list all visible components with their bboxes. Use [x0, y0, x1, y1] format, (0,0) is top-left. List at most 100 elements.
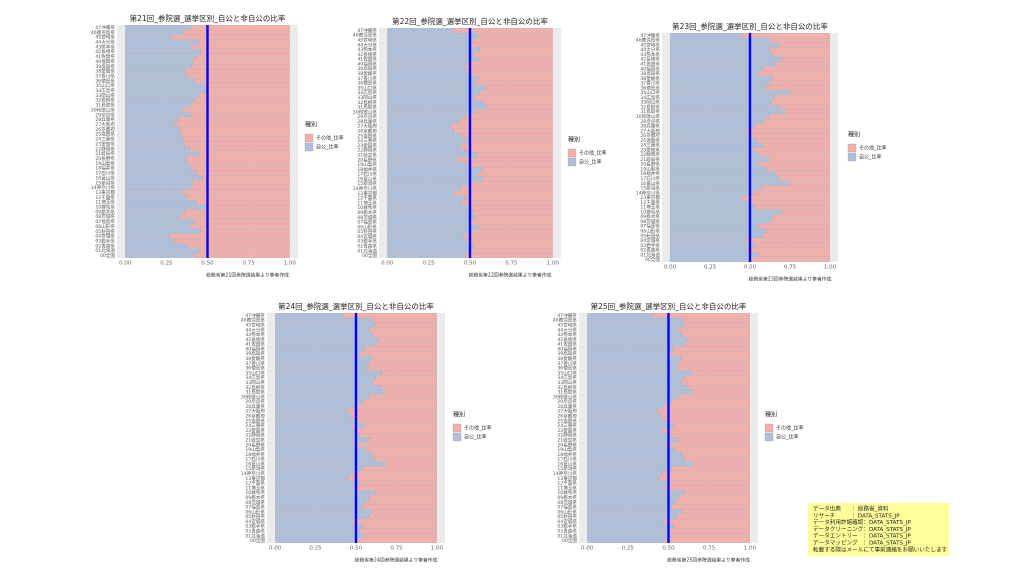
legend-key	[304, 142, 314, 152]
bar-segment	[125, 219, 195, 224]
bar-segment	[182, 29, 290, 35]
y-tick-label: 24三重県	[357, 137, 377, 144]
bar-segment	[125, 185, 192, 190]
y-tick-label: 06山形県	[557, 508, 577, 515]
bar-segment	[473, 243, 553, 249]
bar-segment	[365, 500, 438, 505]
bar-segment	[387, 114, 466, 119]
bar-segment	[125, 195, 187, 200]
bar-segment	[587, 404, 664, 409]
y-tick-label: 01北海道	[95, 247, 115, 254]
y-tick-label: 15新潟県	[95, 179, 115, 186]
bar-segment	[453, 128, 553, 134]
bar-segment	[355, 538, 438, 543]
bar-segment	[274, 380, 373, 385]
y-tick-label: 17石川県	[557, 457, 577, 463]
bar-segment	[778, 104, 831, 110]
legend-label: 自公_比率	[464, 434, 487, 441]
bar-segment	[171, 34, 290, 40]
note-line: リサーチ ：DATA_STATS_JP	[813, 512, 900, 519]
bar-segment	[778, 176, 831, 181]
bar-segment	[757, 71, 831, 76]
bar-segment	[368, 437, 438, 443]
y-tick-label: 47沖縄県	[640, 32, 660, 39]
y-tick-label: 29奈良県	[557, 398, 577, 405]
bar-segment	[274, 476, 349, 481]
bar-segment	[274, 418, 357, 424]
bar-segment	[355, 418, 438, 424]
bar-segment	[762, 233, 831, 239]
bar-segment	[762, 66, 831, 72]
bar-segment	[746, 247, 831, 253]
y-tick-label: 00全国	[250, 537, 265, 544]
y-tick-label: 44大分県	[640, 46, 660, 53]
bar-segment	[387, 71, 471, 76]
legend-title: 種別	[568, 136, 580, 144]
bar-segment	[669, 161, 759, 167]
bar-segment	[745, 238, 831, 243]
y-tick-label: 33岡山県	[557, 379, 577, 386]
y-tick-label: 12千葉県	[357, 195, 377, 202]
y-tick-label: 10群馬県	[640, 208, 660, 215]
bar-segment	[368, 495, 438, 500]
bar-segment	[125, 83, 205, 88]
bar-segment	[125, 248, 200, 254]
y-tick-label: 16富山県	[357, 175, 377, 182]
y-tick-label: 40福岡県	[640, 65, 660, 72]
bar-segment	[387, 76, 479, 81]
bar-segment	[125, 136, 183, 142]
y-tick-label: 47沖縄県	[557, 312, 577, 319]
bar-segment	[669, 47, 770, 52]
bar-segment	[387, 205, 471, 210]
bar-segment	[671, 466, 750, 471]
bar-segment	[387, 200, 462, 206]
y-tick-label: 07福島県	[95, 218, 115, 225]
bar-segment	[274, 346, 365, 352]
bar-segment	[789, 90, 831, 95]
bar-segment	[587, 519, 664, 524]
x-tick-label: 0.50	[662, 546, 675, 552]
bar-segment	[478, 224, 553, 230]
y-tick-label: 25滋賀県	[95, 131, 115, 138]
bar-segment	[587, 385, 689, 390]
bar-segment	[194, 219, 290, 224]
bar-segment	[587, 432, 669, 438]
bar-segment	[587, 523, 674, 529]
bar-segment	[352, 519, 438, 524]
bar-segment	[466, 238, 553, 244]
bar-segment	[483, 176, 553, 182]
y-tick-label: 36徳島県	[357, 80, 377, 87]
x-tick-label: 0.50	[464, 261, 477, 267]
y-tick-label: 45宮崎県	[640, 41, 660, 48]
bar-segment	[190, 25, 290, 30]
bar-segment	[587, 533, 672, 539]
y-tick-label: 14神奈川県	[91, 184, 116, 191]
bar-segment	[195, 199, 290, 205]
y-tick-label: 35山口県	[357, 84, 377, 91]
bar-segment	[762, 119, 831, 124]
bar-segment	[274, 509, 373, 515]
y-tick-label: 20長野県	[245, 441, 265, 448]
x-tick-label: 0.75	[703, 546, 716, 552]
y-tick-label: 26京都府	[557, 413, 577, 420]
y-tick-label: 15新潟県	[640, 185, 660, 192]
bar-segment	[466, 61, 553, 67]
chart-title: 第25回_参院選_選挙区別_自公と非自公の比率	[591, 301, 747, 311]
bar-segment	[479, 90, 553, 95]
bar-segment	[469, 205, 553, 210]
y-tick-label: 23愛知県	[640, 146, 660, 153]
bar-segment	[387, 253, 466, 258]
bar-segment	[587, 528, 669, 534]
y-tick-label: 38愛媛県	[245, 355, 265, 362]
bar-segment	[387, 119, 459, 124]
y-tick-label: 04宮城県	[640, 237, 660, 244]
bar-segment	[681, 452, 750, 457]
y-tick-label: 06山形県	[357, 223, 377, 230]
bar-segment	[669, 33, 743, 38]
bar-segment	[125, 49, 202, 54]
bar-segment	[486, 85, 553, 91]
bar-segment	[669, 219, 770, 224]
y-tick-label: 24三重県	[95, 136, 115, 143]
bar-segment	[125, 190, 182, 195]
bar-segment	[770, 99, 831, 105]
